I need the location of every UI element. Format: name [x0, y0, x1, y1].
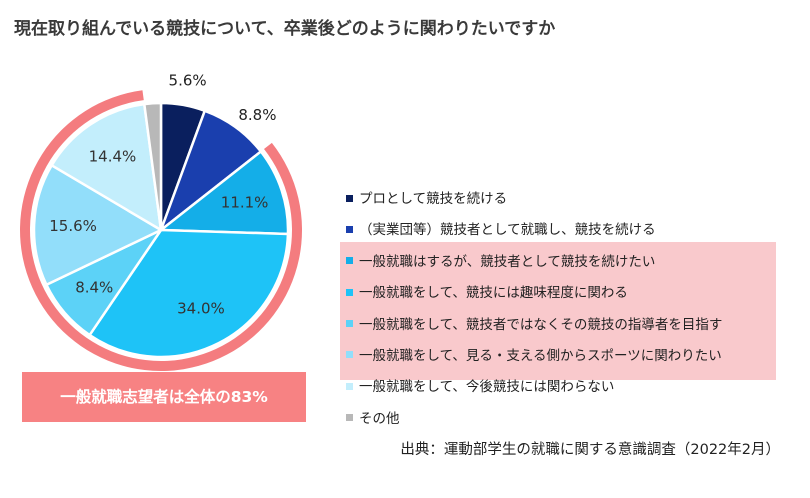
pie-slice [143, 101, 163, 232]
legend-item: 一般就職をして、今後競技には関わらない [346, 372, 786, 403]
legend-swatch [346, 225, 353, 233]
legend-label: その他 [359, 410, 400, 427]
legend-highlight-box [340, 242, 776, 380]
pie-slices-layer [32, 101, 290, 359]
legend: プロとして競技を続ける （実業団等）競技者として就職し、競技を続ける 一般就職はする… [346, 184, 786, 435]
legend-swatch [346, 382, 353, 390]
slice-value-label: 8.4% [75, 278, 113, 296]
legend-label: 一般就職をして、競技者ではなくその競技の指導者を目指す [359, 316, 723, 333]
slice-labels-layer: 5.6% 8.8% 11.1% 34.0% 8.4% 15.6% 14.4% [49, 71, 276, 317]
slice-value-label: 34.0% [177, 299, 225, 317]
slice-value-label: 11.1% [221, 194, 269, 212]
legend-item: 一般就職をして、競技には趣味程度に関わる [346, 278, 786, 309]
summary-banner: 一般就職志望者は全体の83% [22, 372, 306, 422]
slice-value-label: 5.6% [169, 71, 207, 89]
slice-value-label: 15.6% [49, 217, 97, 235]
legend-item: その他 [346, 404, 786, 435]
legend-swatch [346, 194, 353, 202]
source-note: 出典：運動部学生の就職に関する意識調査（2022年2月） [400, 442, 780, 458]
legend-item: 一般就職をして、見る・支える側からスポーツに関わりたい [346, 341, 786, 372]
pie-slice [50, 102, 163, 232]
legend-label: プロとして競技を続ける [359, 191, 508, 207]
legend-item: （実業団等）競技者として就職し、競技を続ける [346, 215, 786, 246]
summary-text: 一般就職志望者は全体の83% [60, 388, 268, 406]
legend-label: 一般就職をして、今後競技には関わらない [359, 379, 615, 396]
legend-label: 一般就職をして、見る・支える側からスポーツに関わりたい [359, 347, 722, 364]
legend-item: プロとして競技を続ける [346, 184, 786, 215]
pie-slice [32, 164, 163, 287]
slice-value-label: 14.4% [89, 148, 137, 166]
legend-label: （実業団等）競技者として就職し、競技を続ける [359, 222, 656, 239]
legend-swatch [346, 320, 353, 328]
legend-swatch [346, 257, 353, 265]
pie-slice [159, 150, 290, 236]
legend-label: 一般就職はするが、競技者として競技を続けたい [359, 253, 656, 270]
legend-swatch [346, 414, 353, 422]
legend-item: 一般就職はするが、競技者として競技を続けたい [346, 247, 786, 278]
pie-slice [88, 228, 290, 359]
legend-swatch [346, 288, 353, 296]
slice-value-label: 8.8% [238, 106, 276, 124]
legend-label: 一般就職をして、競技には趣味程度に関わる [359, 285, 628, 302]
legend-item: 一般就職をして、競技者ではなくその競技の指導者を目指す [346, 310, 786, 341]
legend-swatch [346, 351, 353, 359]
chart-title: 現在取り組んでいる競技について、卒業後どのように関わりたいですか [14, 19, 556, 39]
